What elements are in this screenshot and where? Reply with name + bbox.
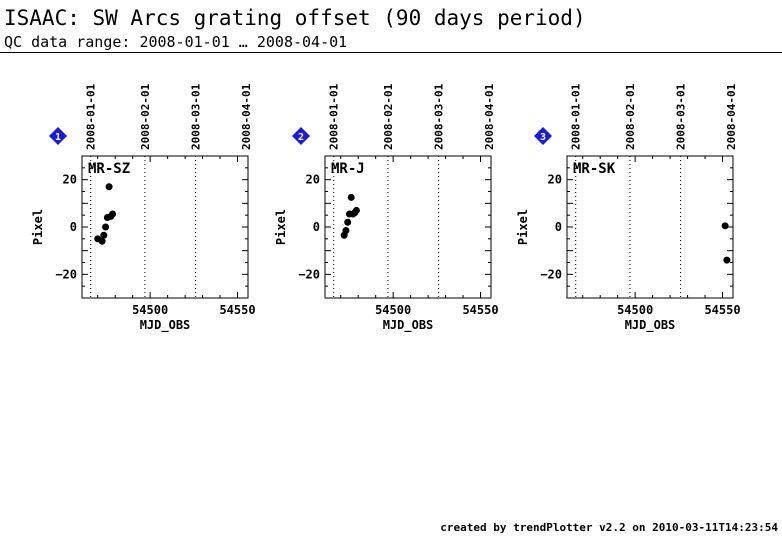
panel-number: 2 [298,132,304,143]
header-divider [0,52,782,53]
top-axis-date-label: 2008-04-01 [483,83,496,150]
x-tick-label: 54500 [375,303,411,317]
panel-number: 1 [55,132,61,143]
page-title: ISAAC: SW Arcs grating offset (90 days p… [4,6,586,30]
x-axis-label: MJD_OBS [383,318,434,333]
x-tick-label: 54500 [132,303,168,317]
x-axis-label: MJD_OBS [625,318,676,333]
plot-frame [566,155,734,299]
panel-number: 3 [540,132,546,143]
top-axis-date-label: 2008-03-01 [190,83,203,150]
y-axis-label: Pixel [516,209,530,245]
top-axis-date-label: 2008-03-01 [433,83,446,150]
top-axis-date-label: 2008-02-01 [624,83,637,150]
x-tick-label: 54550 [704,303,740,317]
y-tick-label: 0 [313,220,320,234]
data-point [342,227,350,235]
panel-number-badge [534,127,552,145]
top-axis-date-label: 2008-04-01 [240,83,253,150]
y-axis-label: Pixel [31,209,45,245]
y-tick-label: 20 [63,173,77,187]
y-tick-label: 20 [306,173,320,187]
top-axis-date-label: 2008-02-01 [139,83,152,150]
x-tick-label: 54500 [617,303,653,317]
data-point [347,193,355,201]
panel-label: MR-SK [573,161,616,177]
panel-number-badge [49,127,67,145]
panel-number-badge [292,127,310,145]
y-tick-label: 0 [555,220,562,234]
top-axis-date-label: 2008-03-01 [675,83,688,150]
data-point [105,183,113,191]
panel-label: MR-J [331,161,365,177]
y-tick-label: 20 [548,173,562,187]
footer-credit: created by trendPlotter v2.2 on 2010-03-… [440,521,778,534]
y-axis-label: Pixel [274,209,288,245]
x-tick-label: 54550 [462,303,498,317]
y-tick-label: −20 [540,267,562,281]
top-axis-date-label: 2008-01-01 [570,83,583,150]
data-point [721,222,729,230]
data-point [98,237,106,245]
y-tick-label: −20 [55,267,77,281]
y-tick-label: −20 [298,267,320,281]
data-point [100,231,108,239]
data-point [344,218,352,226]
top-axis-date-label: 2008-02-01 [382,83,395,150]
x-tick-label: 54550 [219,303,255,317]
top-axis-date-label: 2008-01-01 [85,83,98,150]
top-axis-date-label: 2008-04-01 [725,83,738,150]
top-axis-date-label: 2008-01-01 [328,83,341,150]
data-range-subtitle: QC data range: 2008-01-01 … 2008-04-01 [4,33,348,51]
panel-label: MR-SZ [88,161,130,177]
data-point [109,210,117,218]
plot-frame [324,155,492,299]
y-tick-label: 0 [70,220,77,234]
data-point [723,256,731,264]
x-axis-label: MJD_OBS [140,318,191,333]
data-point [102,223,110,231]
data-point [352,206,360,214]
